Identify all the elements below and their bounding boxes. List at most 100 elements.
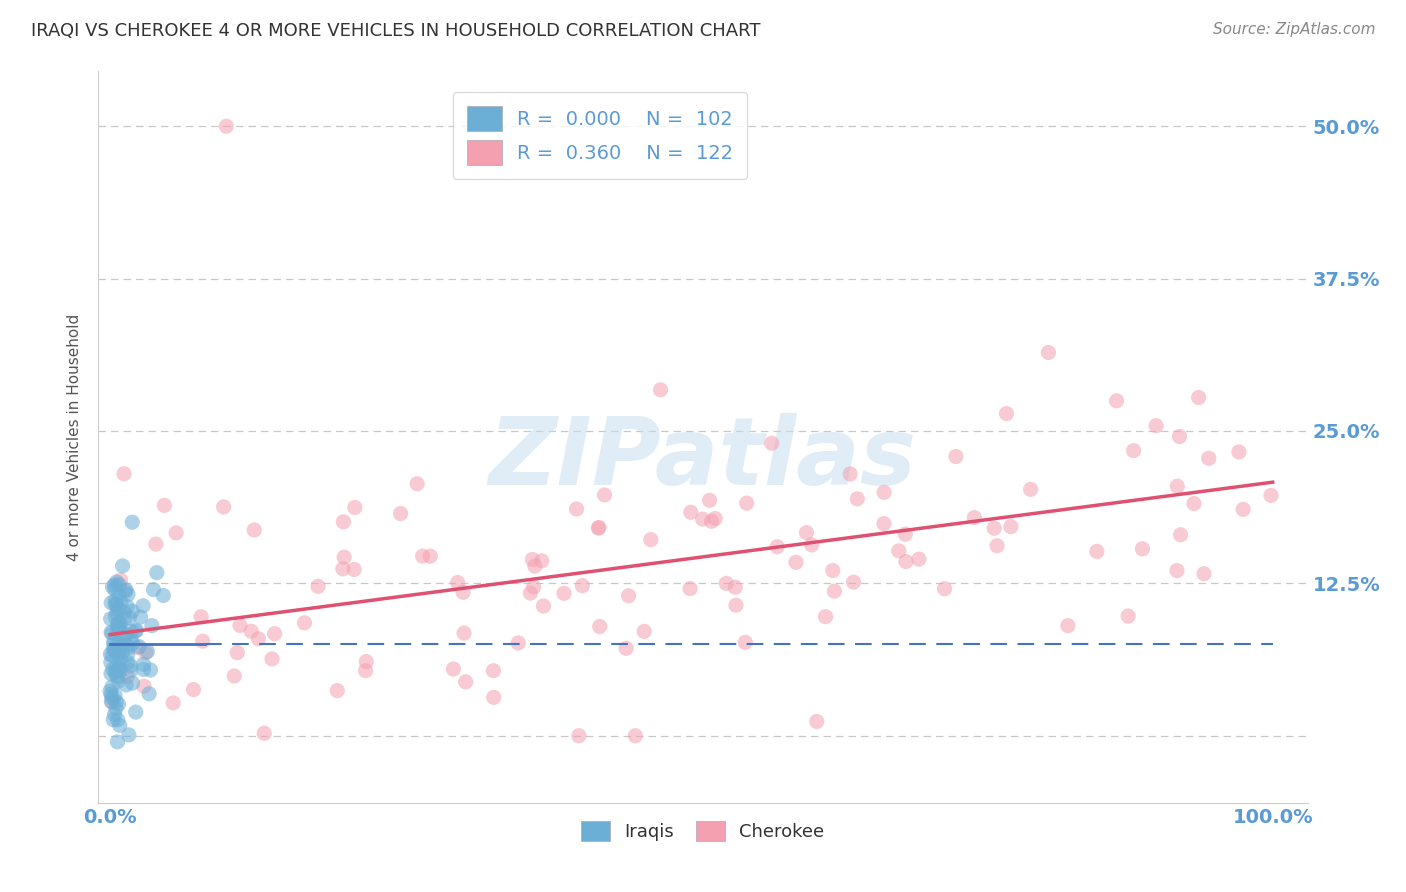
Point bbox=[101, 580, 124, 594]
Point bbox=[117, 587, 139, 601]
Point bbox=[100, 694, 122, 708]
Point bbox=[110, 638, 132, 652]
Point bbox=[103, 578, 125, 592]
Point bbox=[135, 646, 157, 660]
Point bbox=[103, 707, 125, 722]
Point bbox=[588, 520, 610, 534]
Point bbox=[650, 383, 672, 397]
Point bbox=[553, 586, 575, 600]
Point bbox=[1116, 609, 1139, 624]
Point bbox=[108, 645, 131, 659]
Point bbox=[1105, 393, 1128, 408]
Point bbox=[145, 537, 167, 551]
Point bbox=[152, 589, 174, 603]
Point bbox=[132, 657, 155, 672]
Point bbox=[412, 549, 434, 563]
Point bbox=[132, 679, 155, 693]
Point bbox=[111, 558, 134, 573]
Point bbox=[100, 687, 122, 701]
Point bbox=[821, 564, 844, 578]
Point bbox=[108, 634, 131, 648]
Point bbox=[136, 644, 159, 658]
Point bbox=[146, 566, 169, 580]
Point bbox=[111, 638, 134, 652]
Point bbox=[699, 493, 721, 508]
Point bbox=[761, 436, 783, 450]
Point bbox=[294, 615, 316, 630]
Point bbox=[1182, 497, 1205, 511]
Point bbox=[1227, 445, 1250, 459]
Point bbox=[565, 502, 588, 516]
Point bbox=[333, 550, 356, 565]
Point bbox=[98, 684, 121, 698]
Point bbox=[105, 606, 128, 620]
Point bbox=[224, 669, 246, 683]
Point bbox=[110, 616, 132, 631]
Point bbox=[115, 582, 138, 597]
Point bbox=[451, 585, 474, 599]
Point bbox=[117, 599, 139, 614]
Point bbox=[100, 647, 122, 661]
Point bbox=[873, 516, 896, 531]
Point bbox=[1166, 479, 1188, 493]
Point bbox=[887, 544, 910, 558]
Point bbox=[1260, 488, 1282, 502]
Point bbox=[1232, 502, 1254, 516]
Point bbox=[389, 507, 412, 521]
Point bbox=[125, 624, 148, 638]
Point bbox=[1085, 544, 1108, 558]
Point bbox=[945, 450, 967, 464]
Point bbox=[589, 619, 612, 633]
Point bbox=[247, 632, 270, 646]
Point bbox=[894, 555, 917, 569]
Point bbox=[104, 582, 127, 597]
Point bbox=[522, 552, 544, 566]
Point bbox=[482, 664, 505, 678]
Point bbox=[533, 599, 555, 613]
Point bbox=[523, 580, 546, 594]
Point bbox=[107, 620, 129, 634]
Point bbox=[454, 674, 477, 689]
Point bbox=[107, 617, 129, 632]
Point bbox=[700, 514, 723, 528]
Point bbox=[105, 574, 128, 589]
Point bbox=[104, 610, 127, 624]
Point bbox=[100, 625, 122, 640]
Point bbox=[441, 662, 464, 676]
Point bbox=[105, 598, 128, 612]
Point bbox=[226, 646, 249, 660]
Point bbox=[103, 637, 125, 651]
Point bbox=[806, 714, 828, 729]
Point bbox=[814, 609, 837, 624]
Point bbox=[724, 598, 747, 612]
Point bbox=[679, 582, 702, 596]
Point bbox=[419, 549, 441, 564]
Point bbox=[1187, 391, 1209, 405]
Y-axis label: 4 or more Vehicles in Household: 4 or more Vehicles in Household bbox=[67, 313, 83, 561]
Point bbox=[633, 624, 655, 639]
Point bbox=[796, 525, 818, 540]
Point bbox=[307, 579, 329, 593]
Point bbox=[519, 586, 541, 600]
Point bbox=[692, 512, 714, 526]
Point bbox=[107, 674, 129, 689]
Point bbox=[983, 521, 1005, 535]
Point bbox=[121, 515, 143, 529]
Point bbox=[894, 527, 917, 541]
Point bbox=[115, 639, 138, 653]
Point bbox=[127, 640, 149, 655]
Point bbox=[141, 618, 163, 632]
Point bbox=[100, 655, 122, 669]
Point bbox=[114, 628, 136, 642]
Point bbox=[1122, 443, 1144, 458]
Point bbox=[107, 662, 129, 676]
Point bbox=[332, 515, 354, 529]
Point bbox=[104, 598, 127, 612]
Point bbox=[101, 690, 124, 705]
Text: Source: ZipAtlas.com: Source: ZipAtlas.com bbox=[1212, 22, 1375, 37]
Point bbox=[139, 663, 162, 677]
Point bbox=[110, 596, 132, 610]
Point bbox=[104, 701, 127, 715]
Point bbox=[716, 576, 738, 591]
Point bbox=[100, 596, 122, 610]
